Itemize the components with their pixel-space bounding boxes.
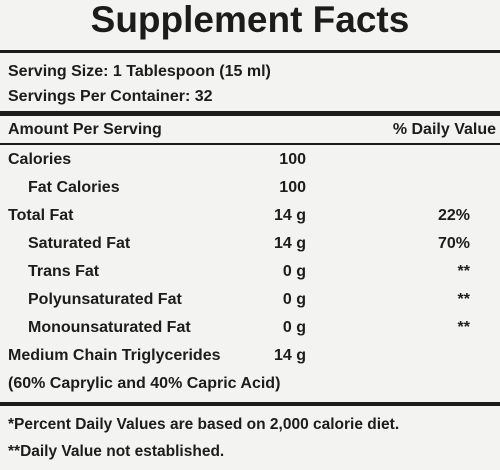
nutrient-amount: 14 g <box>273 347 306 364</box>
nutrient-name: Total Fat <box>8 207 74 224</box>
nutrient-name: Fat Calories <box>28 179 120 196</box>
daily-value: 70% <box>437 235 470 252</box>
note: (60% Caprylic and 40% Capric Acid) <box>8 375 281 392</box>
servings-per-container: Servings Per Container: 32 <box>8 88 213 105</box>
nutrient-amount: 0 g <box>282 319 306 336</box>
daily-value: ** <box>457 263 470 280</box>
rule <box>0 143 500 145</box>
nutrient-amount: 100 <box>279 151 306 168</box>
rule <box>0 402 500 406</box>
nutrient-name: Medium Chain Triglycerides <box>8 347 221 364</box>
daily-value: 22% <box>437 207 470 224</box>
daily-value: ** <box>457 319 470 336</box>
nutrient-amount: 0 g <box>282 263 306 280</box>
dv-header: % Daily Value <box>392 121 496 138</box>
nutrient-amount: 14 g <box>273 207 306 224</box>
nutrient-amount: 0 g <box>282 291 306 308</box>
nutrient-amount: 14 g <box>273 235 306 252</box>
serving-size: Serving Size: 1 Tablespoon (15 ml) <box>8 63 271 80</box>
nutrient-amount: 100 <box>279 179 306 196</box>
title: Supplement Facts <box>90 0 410 40</box>
nutrient-name: Calories <box>8 151 72 168</box>
nutrient-name: Saturated Fat <box>28 235 131 252</box>
rule <box>0 111 500 116</box>
amount-header: Amount Per Serving <box>8 121 162 138</box>
nutrient-name: Polyunsaturated Fat <box>28 291 182 308</box>
footnote: **Daily Value not established. <box>8 443 225 460</box>
nutrient-name: Monounsaturated Fat <box>28 319 191 336</box>
nutrient-name: Trans Fat <box>28 263 100 280</box>
footnote: *Percent Daily Values are based on 2,000… <box>8 416 400 433</box>
rule <box>0 50 500 53</box>
daily-value: ** <box>457 291 470 308</box>
